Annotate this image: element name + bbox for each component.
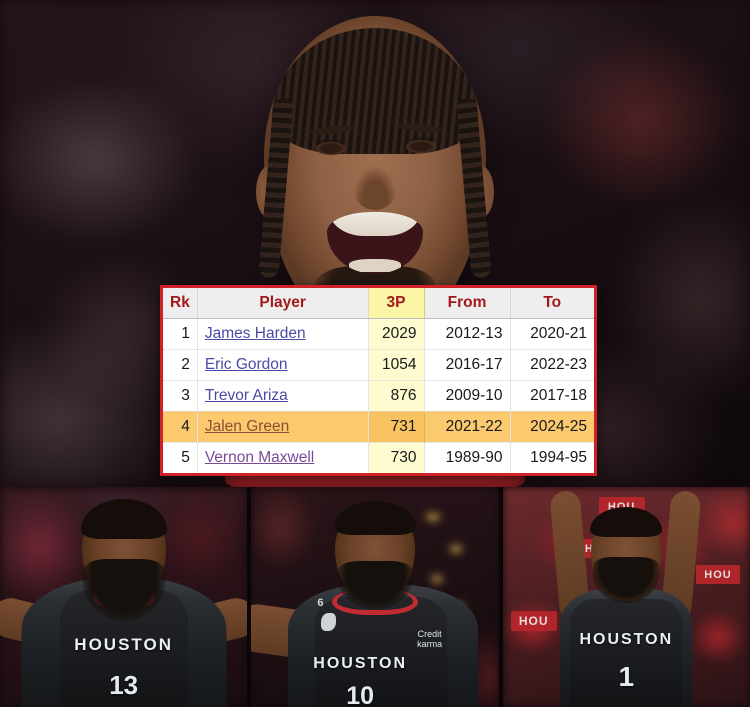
cell-3p: 730 xyxy=(367,442,425,473)
stats-table-overlay: Rk Player 3P From To 1 James Harden 2029… xyxy=(160,285,597,476)
crowd-sign-hou-3: HOU xyxy=(695,565,740,584)
cell-3p: 1054 xyxy=(367,349,425,381)
ariza-beard xyxy=(593,557,660,603)
gordon-jersey-number: 10 xyxy=(346,682,375,707)
player-link[interactable]: Jalen Green xyxy=(204,417,290,435)
hero-upper-teeth xyxy=(329,212,421,236)
ariza-jersey-number: 1 xyxy=(618,661,635,692)
hero-nose xyxy=(353,166,397,210)
cell-rk: 1 xyxy=(163,318,198,350)
table-body: 1 James Harden 2029 2012-13 2020-21 2 Er… xyxy=(163,318,594,473)
hero-open-mouth xyxy=(327,212,423,274)
cell-player: Jalen Green xyxy=(197,411,369,443)
cell-rk: 5 xyxy=(163,442,198,473)
table-row-highlighted: 4 Jalen Green 731 2021-22 2024-25 xyxy=(163,411,594,443)
column-header-3p[interactable]: 3P xyxy=(367,288,425,319)
cell-to: 1994-95 xyxy=(530,448,587,466)
column-header-from[interactable]: From xyxy=(424,288,511,319)
cell-rk: 3 xyxy=(163,380,198,412)
table-row: 3 Trevor Ariza 876 2009-10 2017-18 xyxy=(163,380,594,412)
cell-from: 2016-17 xyxy=(424,349,511,381)
cell-rk: 2 xyxy=(163,349,198,381)
cell-to: 2020-21 xyxy=(510,318,594,350)
ariza-jersey xyxy=(570,599,683,707)
cell-3p: 731 xyxy=(367,411,425,443)
gordon-beard xyxy=(337,561,412,609)
cell-from: 2021-22 xyxy=(424,411,511,443)
harden-jersey-number: 13 xyxy=(109,670,139,700)
cell-player: Vernon Maxwell xyxy=(197,442,369,473)
column-header-player[interactable]: Player xyxy=(197,288,369,319)
hero-eye-left xyxy=(316,142,346,155)
ariza-hair xyxy=(590,507,663,537)
cell-to: 2022-23 xyxy=(510,349,594,381)
trevor-ariza-photo: HOU HOU HOU HOU HOUSTON 1 xyxy=(502,487,750,707)
table-header: Rk Player 3P From To xyxy=(163,288,594,319)
gordon-jersey-collar xyxy=(331,589,418,615)
table-row: 1 James Harden 2029 2012-13 2020-21 xyxy=(163,318,594,350)
column-header-rk[interactable]: Rk xyxy=(163,288,198,319)
bottom-photo-strip: HOUSTON 13 6 Credit karma HOUSTON 10 HOU… xyxy=(0,487,750,707)
gordon-jersey xyxy=(314,597,447,707)
harden-beard xyxy=(82,559,165,621)
ariza-jersey-wordmark: HOUSTON xyxy=(579,631,674,648)
cell-to: 2017-18 xyxy=(510,380,594,412)
cell-rk: 4 xyxy=(163,411,198,443)
cell-player: James Harden xyxy=(197,318,369,350)
hero-player-head xyxy=(256,16,494,342)
table-row: 5 Vernon Maxwell 730 1989-90 1994-95 xyxy=(163,442,594,473)
harden-jersey-wordmark: HOUSTON xyxy=(74,635,174,654)
eric-gordon-photo: 6 Credit karma HOUSTON 10 xyxy=(251,487,499,707)
cell-player: Eric Gordon xyxy=(197,349,369,381)
player-link[interactable]: James Harden xyxy=(204,324,306,342)
hero-eye-right xyxy=(406,140,436,153)
james-harden-photo: HOUSTON 13 xyxy=(0,487,248,707)
cell-3p: 876 xyxy=(367,380,425,412)
gordon-patch-number: 6 xyxy=(317,597,324,609)
gordon-jumpman-logo xyxy=(321,613,337,631)
cell-player: Trevor Ariza xyxy=(197,380,369,412)
gordon-jersey-wordmark: HOUSTON xyxy=(313,655,407,672)
player-link[interactable]: Eric Gordon xyxy=(204,355,288,373)
player-link[interactable]: Trevor Ariza xyxy=(204,386,288,404)
player-link[interactable]: Vernon Maxwell xyxy=(204,448,315,466)
crowd-sign-hou-1: HOU xyxy=(510,611,557,631)
cell-to: 2024-25 xyxy=(510,411,594,443)
cell-from: 1989-90 xyxy=(424,442,511,473)
cell-3p: 2029 xyxy=(367,318,425,350)
table-header-row: Rk Player 3P From To xyxy=(163,288,594,319)
cell-from: 2012-13 xyxy=(424,318,511,350)
column-header-to[interactable]: To xyxy=(510,288,594,319)
hero-lower-teeth xyxy=(349,259,401,272)
table-row: 2 Eric Gordon 1054 2016-17 2022-23 xyxy=(163,349,594,381)
gordon-sponsor-patch: Credit karma xyxy=(417,629,443,649)
three-point-leaders-table: Rk Player 3P From To 1 James Harden 2029… xyxy=(163,288,594,473)
cell-from: 2009-10 xyxy=(424,380,511,412)
